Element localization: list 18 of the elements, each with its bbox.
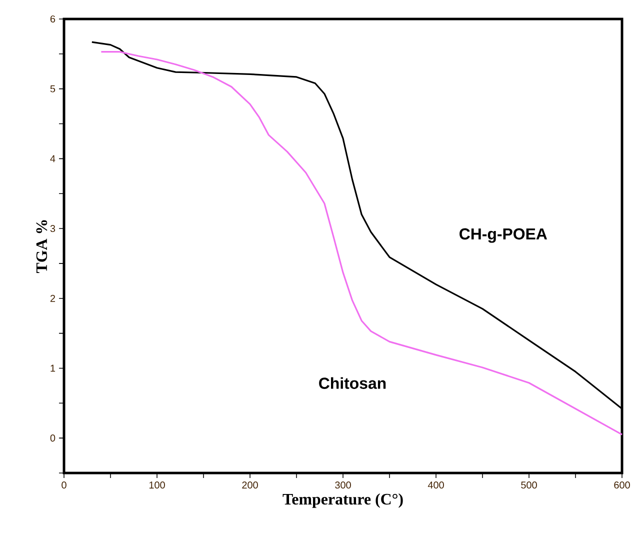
x-tick-label: 200 — [242, 481, 258, 489]
x-tick-label: 400 — [428, 481, 444, 489]
x-tick-label: 100 — [149, 481, 165, 489]
y-tick-label: 4 — [50, 155, 56, 162]
x-tick-label: 300 — [335, 481, 351, 489]
y-tick-label: 3 — [50, 225, 56, 232]
y-tick-label: 2 — [50, 294, 56, 302]
y-tick-label: 6 — [50, 15, 56, 23]
x-tick-label: 600 — [614, 481, 630, 489]
x-tick-label: 0 — [62, 481, 66, 489]
x-axis-title: Temperature (C°) — [282, 493, 403, 508]
annotation: Chitosan — [319, 377, 386, 389]
y-tick-label: 0 — [50, 434, 56, 442]
x-tick-label: 500 — [521, 481, 537, 489]
annotation: CH-g-POEA — [460, 228, 548, 243]
y-axis-title: TGA % — [36, 220, 48, 273]
y-tick-label: 1 — [50, 364, 56, 372]
y-tick-label: 5 — [50, 85, 56, 92]
